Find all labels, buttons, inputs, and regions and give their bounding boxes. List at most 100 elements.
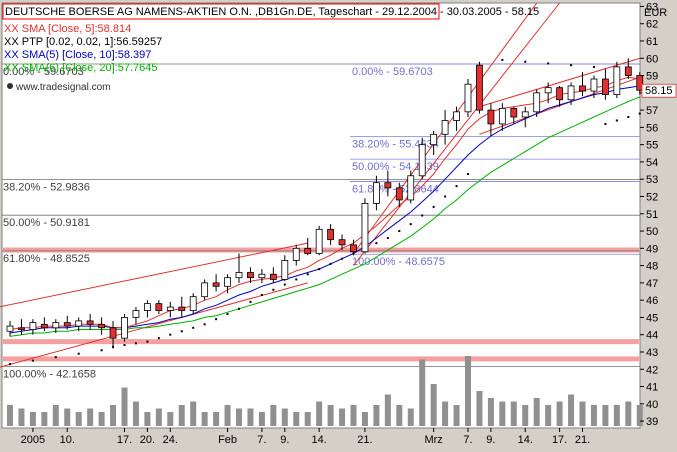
candle-body bbox=[590, 78, 598, 92]
volume-bar bbox=[98, 412, 105, 426]
volume-bar bbox=[613, 405, 620, 426]
candle-body bbox=[189, 296, 197, 311]
y-tick-label: 45 bbox=[646, 312, 658, 324]
y-tick-label: 48 bbox=[646, 261, 658, 273]
candle-body bbox=[143, 303, 151, 311]
legend-entry: XX SMA [Close, 5]:58.814 bbox=[4, 23, 131, 35]
ptp-dot bbox=[283, 283, 286, 286]
ptp-dot bbox=[226, 312, 229, 315]
y-tick-label: 44 bbox=[646, 330, 658, 342]
y-tick-label: 62 bbox=[646, 19, 658, 31]
volume-bar bbox=[499, 401, 506, 426]
ptp-dot bbox=[547, 62, 550, 65]
x-tick-label: 9. bbox=[486, 434, 495, 446]
volume-bar bbox=[247, 408, 254, 426]
y-tick-label: 41 bbox=[646, 382, 658, 394]
ptp-dot bbox=[409, 223, 412, 226]
candle-body bbox=[6, 325, 14, 332]
candle-body bbox=[430, 133, 438, 146]
ptp-dot bbox=[386, 236, 389, 239]
legend-entry: XX PTP [0.02, 0.02, 1]:56.59257 bbox=[4, 36, 162, 48]
x-tick-label: 10. bbox=[60, 434, 75, 446]
x-tick-label: Feb bbox=[218, 434, 237, 446]
ptp-dot bbox=[192, 326, 195, 329]
fib-left-label: 0.00% - 59.6703 bbox=[3, 66, 84, 78]
volume-bar bbox=[384, 394, 391, 426]
volume-bar bbox=[121, 387, 128, 426]
volume-bar bbox=[7, 405, 13, 426]
volume-bar bbox=[442, 401, 449, 426]
candle-body bbox=[155, 303, 163, 311]
candle-body bbox=[384, 182, 392, 189]
volume-bar bbox=[430, 384, 437, 426]
currency-label: EUR bbox=[644, 7, 667, 19]
fib-right-label: 61.80% - 52.8644 bbox=[352, 184, 439, 196]
candle-body bbox=[121, 317, 128, 339]
volume-bar bbox=[281, 408, 288, 426]
fib-left-label: 50.00% - 50.9181 bbox=[3, 217, 90, 229]
ptp-dot bbox=[329, 262, 332, 265]
candle-body bbox=[521, 111, 529, 118]
fib-right-label: 100.00% - 48.6575 bbox=[352, 256, 445, 268]
y-tick-label: 54 bbox=[646, 157, 658, 169]
volume-bar bbox=[213, 412, 220, 426]
volume-bar bbox=[236, 408, 242, 426]
volume-bar bbox=[545, 405, 552, 426]
candle-body bbox=[338, 239, 346, 246]
pink-band bbox=[3, 339, 639, 345]
channel-upper-line bbox=[0, 242, 308, 308]
candle-body bbox=[613, 66, 621, 95]
volume-bar bbox=[167, 412, 174, 426]
candle-body bbox=[40, 323, 48, 329]
y-tick-label: 57 bbox=[646, 105, 658, 117]
candle-body bbox=[418, 144, 426, 177]
ptp-dot bbox=[638, 112, 641, 115]
volume-bar bbox=[568, 394, 575, 426]
candle-body bbox=[464, 83, 472, 113]
volume-bar bbox=[602, 405, 609, 426]
ptp-dot bbox=[627, 116, 630, 119]
x-tick-label: 17. bbox=[117, 434, 132, 446]
channel-lower-line bbox=[0, 282, 308, 368]
x-tick-label: 20. bbox=[140, 434, 155, 446]
volume-bar bbox=[476, 391, 483, 426]
ptp-dot bbox=[215, 318, 218, 321]
volume-bar bbox=[29, 412, 36, 426]
ptp-dot bbox=[146, 340, 149, 343]
candle-body bbox=[281, 260, 289, 280]
legend-entry: XX SMA(6) [Close, 20]:57.7645 bbox=[4, 62, 157, 74]
candle-body bbox=[624, 66, 632, 76]
volume-bar bbox=[155, 408, 162, 426]
candle-body bbox=[487, 109, 495, 125]
volume-bar bbox=[132, 401, 139, 426]
ptp-dot bbox=[444, 195, 447, 198]
y-tick-label: 43 bbox=[646, 347, 658, 359]
ptp-dot bbox=[169, 333, 172, 336]
candle-body bbox=[395, 187, 403, 201]
candle-body bbox=[63, 322, 71, 327]
y-tick-label: 61 bbox=[646, 36, 658, 48]
volume-bar bbox=[533, 398, 540, 426]
candle-body bbox=[86, 320, 94, 325]
watermark: www.tradesignal.com bbox=[15, 82, 110, 93]
candle-body bbox=[98, 323, 105, 329]
candle-body bbox=[533, 92, 541, 113]
x-tick-label: 7. bbox=[463, 434, 472, 446]
y-tick-label: 56 bbox=[646, 122, 658, 134]
volume-bar bbox=[293, 412, 300, 426]
ptp-dot bbox=[306, 273, 309, 276]
volume-bar bbox=[258, 412, 265, 426]
candle-body bbox=[109, 327, 117, 339]
candle-body bbox=[178, 306, 186, 311]
y-tick-label: 47 bbox=[646, 278, 658, 290]
y-tick-label: 52 bbox=[646, 191, 658, 203]
volume-bar bbox=[361, 412, 368, 426]
volume-bar bbox=[350, 405, 357, 426]
y-tick-label: 59 bbox=[646, 71, 658, 83]
ptp-dot bbox=[249, 300, 252, 303]
volume-bar bbox=[18, 408, 25, 426]
ptp-dot bbox=[77, 352, 80, 355]
volume-bar bbox=[316, 401, 323, 426]
candle-body bbox=[224, 277, 231, 287]
